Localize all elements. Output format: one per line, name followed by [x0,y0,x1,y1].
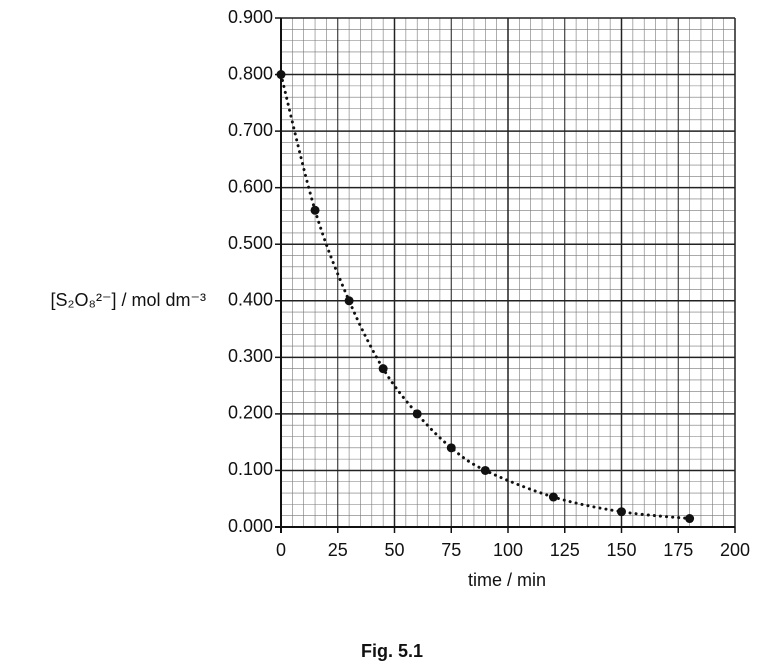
data-point [617,507,626,517]
y-tick-label: 0.800 [228,63,273,83]
y-tick-label: 0.500 [228,233,273,253]
data-point [378,364,388,374]
x-tick-label: 200 [720,540,750,560]
x-tick-label: 175 [663,540,693,560]
x-tick-label: 0 [276,540,286,560]
x-tick-label: 125 [550,540,580,560]
data-point [276,70,286,80]
data-point [412,409,422,419]
y-tick-label: 0.200 [228,403,273,423]
y-tick-label: 0.000 [228,516,273,536]
x-tick-label: 50 [384,540,404,560]
data-point [480,465,490,475]
data-point [548,492,558,502]
data-point [446,443,456,453]
x-axis-label: time / min [468,570,546,590]
y-tick-label: 0.400 [228,290,273,310]
x-tick-label: 25 [328,540,348,560]
caption: Fig. 5.1 [361,641,423,661]
y-tick-label: 0.600 [228,176,273,196]
y-tick-label: 0.900 [228,7,273,27]
data-point [685,514,695,524]
y-axis-label: [S₂O₈²⁻] / mol dm⁻³ [51,290,206,310]
x-tick-label: 100 [493,540,523,560]
x-tick-label: 150 [606,540,636,560]
data-point [310,205,320,215]
y-tick-label: 0.100 [228,459,273,479]
data-point [344,296,354,306]
y-tick-label: 0.700 [228,120,273,140]
y-tick-label: 0.300 [228,346,273,366]
fitted-curve [279,73,692,521]
x-tick-label: 75 [441,540,461,560]
